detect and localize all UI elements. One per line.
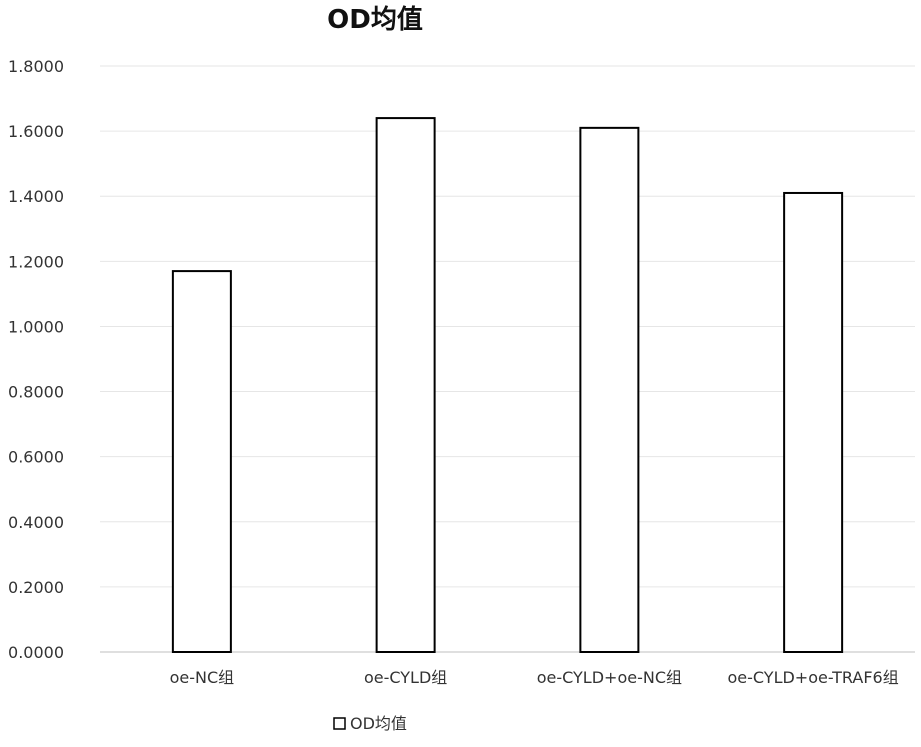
y-tick-label: 0.6000 — [8, 448, 64, 467]
bar — [579, 126, 640, 654]
y-tick-label: 1.6000 — [8, 122, 64, 141]
x-tick-label: oe-NC组 — [170, 668, 235, 687]
y-tick-label: 0.0000 — [8, 643, 64, 662]
grid — [100, 65, 915, 653]
y-axis: 0.0000 0.2000 0.4000 0.6000 0.8000 1.0000 1.20… — [8, 57, 64, 662]
y-tick-label: 0.2000 — [8, 578, 64, 597]
x-tick-label: oe-CYLD+oe-NC组 — [537, 668, 682, 687]
bar — [171, 270, 232, 653]
y-tick-label: 0.4000 — [8, 513, 64, 532]
y-tick-label: 1.4000 — [8, 187, 64, 206]
x-tick-label: oe-CYLD+oe-TRAF6组 — [728, 668, 899, 687]
x-axis: oe-NC组 oe-CYLD组 oe-CYLD+oe-NC组 oe-CYLD+oe-T… — [170, 668, 899, 687]
legend-label: OD均值 — [350, 714, 407, 733]
y-tick-label: 1.8000 — [8, 57, 64, 76]
x-tick-label: oe-CYLD组 — [364, 668, 447, 687]
legend-swatch — [333, 717, 346, 730]
bar — [783, 191, 844, 653]
y-tick-label: 0.8000 — [8, 383, 64, 402]
bars — [171, 117, 844, 654]
chart-title: OD均值 — [327, 5, 423, 35]
y-tick-label: 1.2000 — [8, 252, 64, 271]
bar — [375, 117, 436, 654]
legend: OD均值 — [333, 714, 407, 733]
y-tick-label: 1.0000 — [8, 317, 64, 336]
